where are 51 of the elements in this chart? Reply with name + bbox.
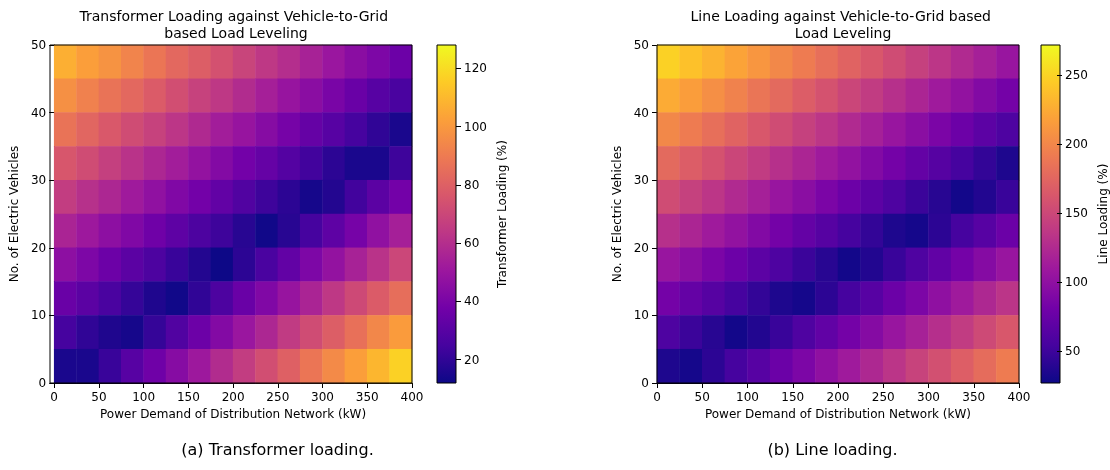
y-tick-label: 0 bbox=[38, 376, 47, 390]
color-bar-label: 60 bbox=[464, 236, 480, 251]
x-tick-label: 50 bbox=[91, 390, 107, 404]
text: (b) Line loading. bbox=[767, 439, 898, 459]
color-bar-label: 200 bbox=[1065, 137, 1088, 152]
x-axis-title: Power Demand of Distribution Network (kW) bbox=[704, 406, 972, 421]
text: (a) Transformer loading. bbox=[181, 439, 374, 459]
y-tick-label: 30 bbox=[633, 173, 649, 188]
color-bar-label: 80 bbox=[464, 177, 480, 192]
x-tick-label: 300 bbox=[917, 390, 940, 404]
x-tick-label: 200 bbox=[826, 390, 850, 404]
color-bar-title: Line Loading (%) bbox=[1096, 163, 1110, 265]
x-tick-label: 150 bbox=[781, 390, 805, 404]
color-bar-label: 250 bbox=[1065, 68, 1088, 83]
color-bar-label: 150 bbox=[1065, 206, 1088, 221]
y-tick-label: 20 bbox=[30, 240, 47, 255]
x-tick-label: 100 bbox=[132, 390, 156, 404]
y-axis-title: No. of Electric Vehicles bbox=[609, 145, 624, 283]
color-bar-label: 100 bbox=[464, 119, 487, 134]
chart-title: Line Loading against Vehicle-to-Grid based Load Leveling bbox=[690, 7, 996, 41]
x-tick-label: 350 bbox=[962, 390, 986, 404]
y-tick-label: 10 bbox=[633, 308, 649, 323]
x-tick-label: 0 bbox=[653, 390, 661, 404]
color-bar-label: 50 bbox=[1065, 344, 1081, 359]
y-tick-label: 20 bbox=[633, 240, 649, 255]
x-tick-label: 400 bbox=[400, 390, 424, 404]
y-tick-label: 40 bbox=[633, 105, 649, 120]
color-bar-label: 120 bbox=[464, 61, 487, 76]
x-tick-label: 300 bbox=[311, 390, 334, 404]
x-tick-label: 50 bbox=[694, 390, 710, 404]
color-bar-label: 100 bbox=[1065, 275, 1088, 290]
y-tick-label: 50 bbox=[30, 38, 47, 52]
chart-title: Transformer Loading against Vehicle-to-Grid based Load Leveling bbox=[78, 7, 393, 41]
x-tick-label: 0 bbox=[50, 390, 58, 404]
y-tick-label: 0 bbox=[641, 376, 649, 390]
y-tick-label: 40 bbox=[30, 105, 47, 120]
y-axis-title: No. of Electric Vehicles bbox=[7, 145, 21, 283]
x-tick-label: 400 bbox=[1007, 390, 1031, 404]
x-tick-label: 350 bbox=[355, 390, 379, 404]
x-tick-label: 250 bbox=[871, 390, 895, 404]
y-tick-label: 30 bbox=[30, 173, 47, 188]
y-tick-label: 50 bbox=[633, 38, 649, 52]
x-tick-label: 250 bbox=[266, 390, 290, 404]
color-bar-label: 40 bbox=[464, 294, 480, 309]
color-bar-label: 20 bbox=[464, 352, 480, 367]
x-tick-label: 100 bbox=[736, 390, 759, 404]
color-bar-title: Transformer Loading (%) bbox=[495, 140, 509, 289]
y-tick-label: 10 bbox=[30, 308, 47, 323]
x-axis-title: Power Demand of Distribution Network (kW) bbox=[100, 406, 367, 421]
x-tick-label: 150 bbox=[176, 390, 200, 404]
x-tick-label: 200 bbox=[221, 390, 245, 404]
